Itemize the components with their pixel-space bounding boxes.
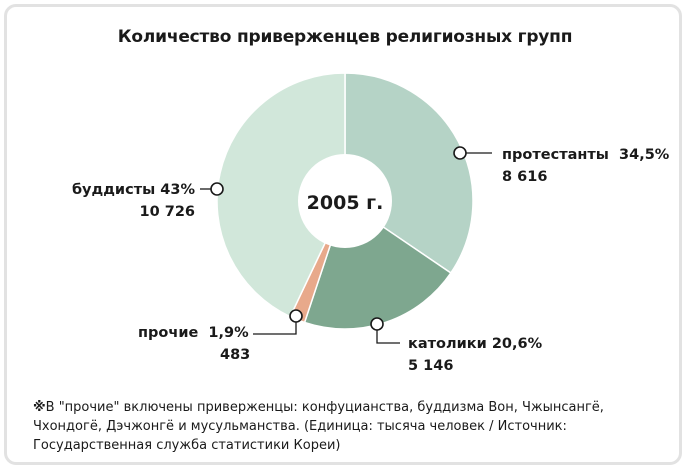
label-catholics-name: католики — [408, 336, 487, 352]
marker-protestants — [453, 146, 467, 160]
label-catholics-value: 5 146 — [408, 358, 454, 374]
slice-buddhists — [216, 72, 346, 318]
label-protestants-value: 8 616 — [502, 169, 548, 185]
label-protestants-percent: 34,5% — [619, 147, 670, 163]
label-others-percent: 1,9% — [208, 325, 249, 341]
slice-protestants — [344, 72, 474, 275]
marker-buddhists — [210, 182, 224, 196]
label-protestants-name: протестанты — [502, 147, 609, 163]
label-others: прочие 1,9% 483 — [138, 322, 250, 366]
label-buddhists-percent: 43% — [160, 182, 195, 198]
label-protestants: протестанты 34,5% 8 616 — [502, 144, 669, 188]
center-year-label: 2005 г. — [307, 192, 384, 214]
marker-others — [289, 309, 303, 323]
leader-line-others — [253, 322, 297, 335]
leader-line-catholics — [376, 330, 400, 344]
label-buddhists: буддисты 43% 10 726 — [60, 179, 195, 223]
label-catholics-percent: 20,6% — [491, 336, 543, 352]
footnote-text: В "прочие" включены приверженцы: конфуци… — [33, 400, 604, 453]
chart-title: Количество приверженцев религиозных груп… — [117, 27, 573, 47]
label-others-name: прочие — [138, 325, 199, 341]
footnote: ※В "прочие" включены приверженцы: конфуц… — [33, 398, 673, 455]
marker-catholics — [370, 317, 384, 331]
label-catholics: католики 20,6% 5 146 — [408, 333, 542, 377]
label-buddhists-name: буддисты — [71, 182, 156, 198]
label-others-value: 483 — [220, 347, 251, 363]
footnote-mark: ※ — [33, 400, 46, 415]
label-buddhists-value: 10 726 — [139, 204, 196, 220]
donut-hole — [298, 154, 392, 248]
